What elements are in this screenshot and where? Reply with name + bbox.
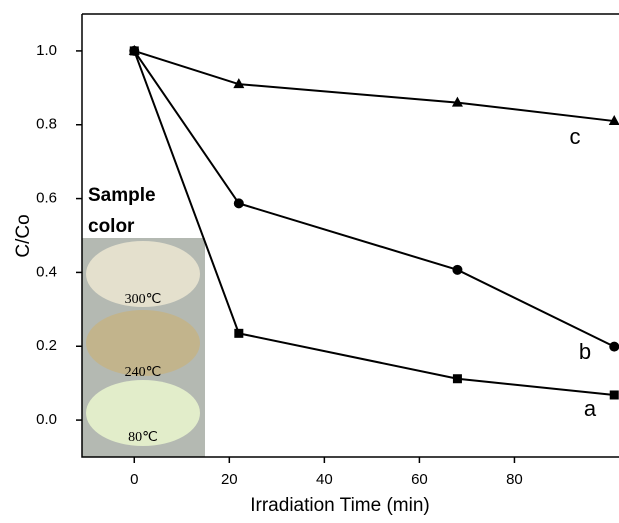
marker <box>608 115 619 126</box>
sample-swatch <box>86 380 200 446</box>
series-line <box>133 50 615 396</box>
marker <box>233 78 245 89</box>
marker <box>452 374 462 384</box>
series-label: c <box>570 124 581 149</box>
sample-swatch <box>86 310 200 376</box>
series-label: b <box>579 339 591 364</box>
y-tick-label: 1.0 <box>36 42 57 59</box>
marker <box>451 96 463 107</box>
x-axis-label: Irradiation Time (min) <box>250 495 430 516</box>
marker <box>233 198 244 209</box>
marker <box>609 390 619 400</box>
marker <box>128 44 140 55</box>
x-tick-label: 20 <box>221 471 238 488</box>
y-tick-label: 0.0 <box>36 411 57 428</box>
sample-swatch <box>86 241 200 307</box>
axis-frame <box>81 13 619 458</box>
series-line <box>133 49 615 123</box>
inset-label: 300℃ <box>125 292 162 307</box>
x-tick-label: 40 <box>316 471 333 488</box>
inset-title: Sample <box>88 185 156 206</box>
y-axis-label: C/Co <box>13 214 34 257</box>
series-line <box>133 50 615 348</box>
marker <box>609 341 619 352</box>
y-tick-label: 0.4 <box>36 263 57 280</box>
marker <box>234 328 244 338</box>
inset-label: 240℃ <box>125 365 162 380</box>
inset: 300℃ 240℃ 80℃ Sample color <box>82 185 205 457</box>
marker <box>452 264 463 275</box>
y-tick-label: 0.2 <box>36 337 57 354</box>
y-tick-label: 0.8 <box>36 116 57 133</box>
inset-title: color <box>88 216 135 237</box>
x-tick-label: 60 <box>411 471 428 488</box>
x-tick-label: 80 <box>506 471 523 488</box>
series-label: a <box>584 396 597 421</box>
y-tick-label: 0.6 <box>36 190 57 207</box>
inset-label: 80℃ <box>128 430 158 445</box>
x-tick-label: 0 <box>130 471 138 488</box>
